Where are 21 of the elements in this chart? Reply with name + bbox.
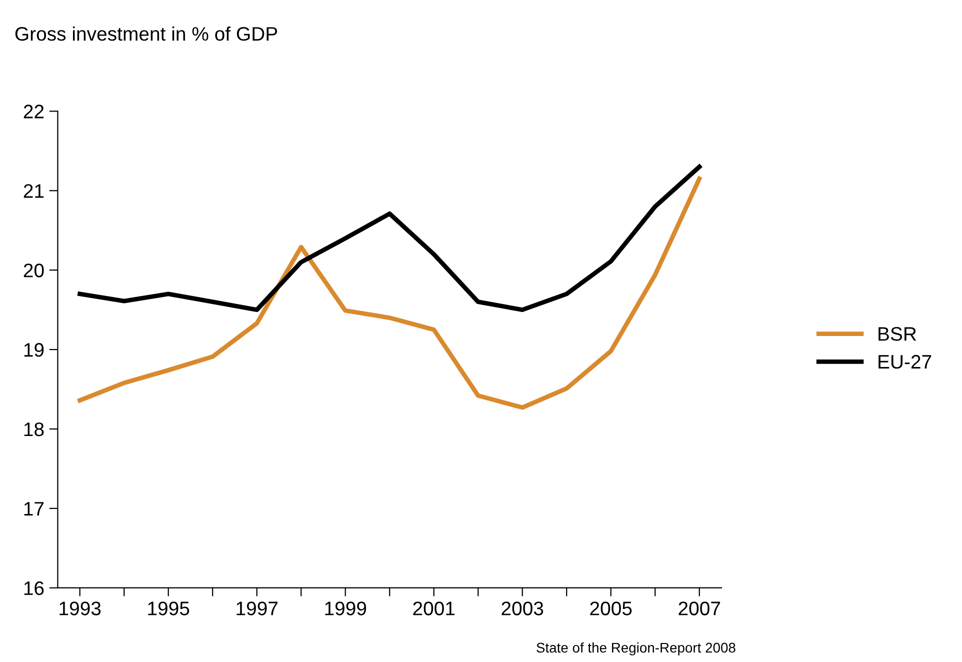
- text: State of the Region-Report 2008: [536, 642, 736, 656]
- y-axis-title: Gross investment in % of GDP: [15, 26, 278, 41]
- x-tick-label: 1999: [325, 602, 366, 616]
- x-tick-label: 2003: [502, 602, 544, 616]
- x-tick-label: 2001: [413, 602, 455, 616]
- y-tick-label: 18: [24, 422, 44, 436]
- y-tick-label: 19: [24, 343, 44, 357]
- y-tick-label: 20: [24, 264, 44, 278]
- line-series: [78, 176, 702, 410]
- x-tick-label: 1993: [60, 602, 101, 616]
- y-tick-label: 21: [24, 184, 44, 198]
- x-tick-label: 1997: [236, 602, 278, 616]
- x-tick-label: 2007: [678, 602, 720, 616]
- legend-label: BSR: [878, 327, 916, 341]
- y-tick-label: 16: [24, 581, 44, 596]
- y-tick-label: 22: [24, 104, 44, 118]
- x-tick-label: 1995: [148, 602, 190, 616]
- legend-label: EU-27: [878, 354, 932, 369]
- y-tick-label: 17: [24, 502, 44, 516]
- x-tick-label: 2005: [590, 602, 632, 616]
- line-series: [78, 164, 702, 312]
